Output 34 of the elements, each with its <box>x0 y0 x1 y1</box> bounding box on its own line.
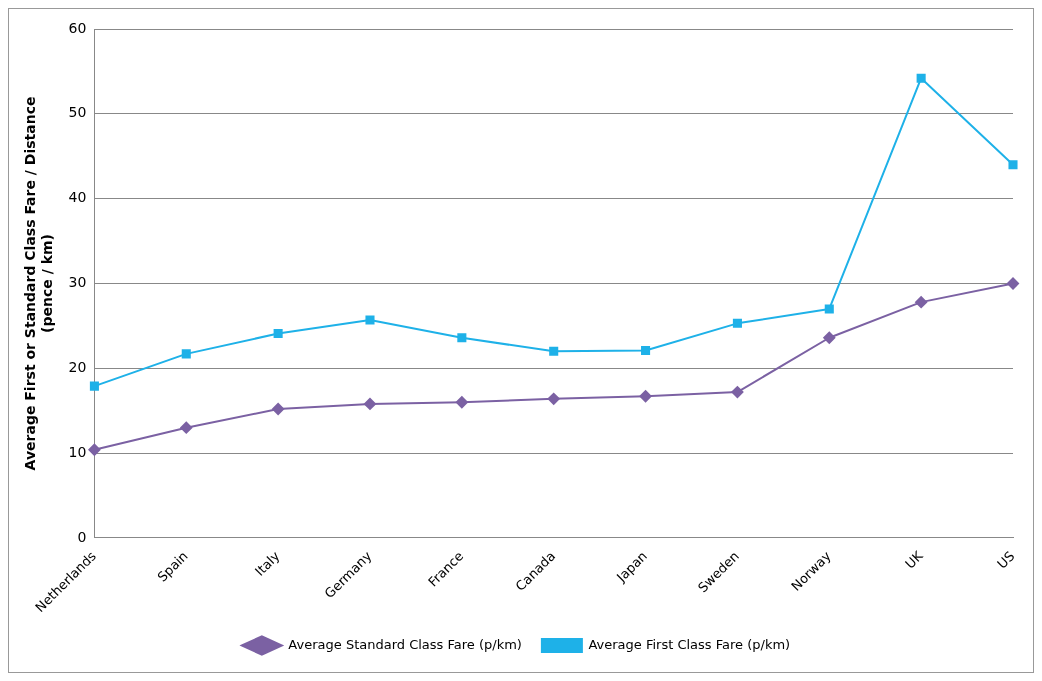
point <box>88 443 101 456</box>
point <box>823 331 836 344</box>
point <box>731 386 744 399</box>
y-axis-title: Average First or Standard Class Fare / Distance (pence / km) <box>22 96 55 471</box>
point <box>455 396 468 409</box>
point <box>273 328 283 339</box>
point <box>641 345 651 356</box>
point <box>363 397 376 410</box>
point <box>547 392 560 405</box>
point <box>732 318 742 328</box>
point <box>549 346 559 356</box>
legend-label: Average Standard Class Fare (p/km) <box>288 636 522 652</box>
point <box>1008 160 1018 170</box>
point <box>365 315 375 325</box>
point <box>89 381 99 391</box>
y-tick-label: 10 <box>68 443 87 460</box>
point <box>639 390 652 403</box>
point <box>915 296 928 309</box>
y-tick-label: 0 <box>77 528 87 545</box>
y-tick-label: 20 <box>68 358 87 375</box>
x-tick-label: UK <box>902 548 926 572</box>
legend-label: Average First Class Fare (p/km) <box>588 636 791 652</box>
y-tick-label: 30 <box>68 274 87 291</box>
y-tick-label: 50 <box>68 104 87 121</box>
point <box>457 333 467 343</box>
point <box>180 421 193 434</box>
point <box>824 304 834 314</box>
point <box>1007 277 1019 290</box>
y-tick-label: 40 <box>68 189 87 206</box>
point <box>181 349 191 359</box>
point <box>916 73 926 83</box>
x-tick-label: US <box>994 548 1018 572</box>
point <box>272 403 285 416</box>
y-tick-label: 60 <box>68 19 87 36</box>
